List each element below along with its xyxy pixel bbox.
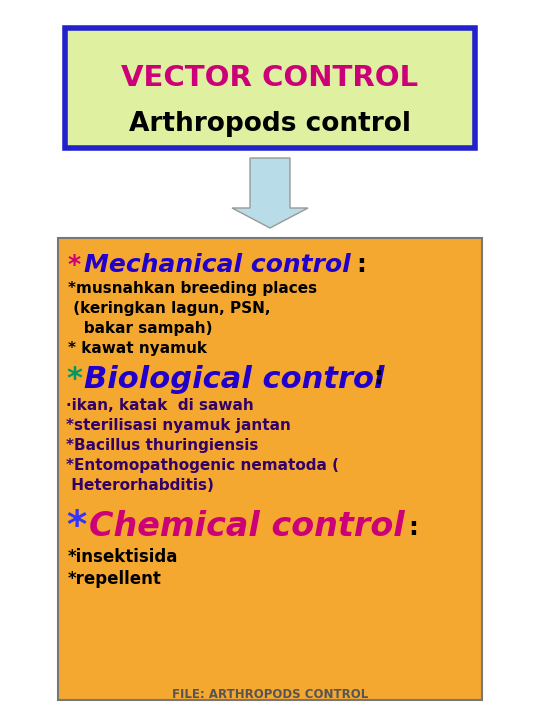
- Text: :: :: [408, 516, 418, 540]
- Text: *: *: [68, 253, 90, 277]
- Text: VECTOR CONTROL: VECTOR CONTROL: [122, 64, 418, 92]
- Text: * kawat nyamuk: * kawat nyamuk: [68, 341, 207, 356]
- Text: *sterilisasi nyamuk jantan: *sterilisasi nyamuk jantan: [66, 418, 291, 433]
- Text: *Entomopathogenic nematoda (: *Entomopathogenic nematoda (: [66, 458, 339, 473]
- FancyBboxPatch shape: [65, 28, 475, 148]
- Text: Arthropods control: Arthropods control: [129, 111, 411, 137]
- Text: FILE: ARTHROPODS CONTROL: FILE: ARTHROPODS CONTROL: [172, 688, 368, 701]
- Text: *insektisida: *insektisida: [68, 548, 178, 566]
- Text: Heterorhabditis): Heterorhabditis): [66, 478, 214, 493]
- Text: *repellent: *repellent: [68, 570, 162, 588]
- Text: :: :: [373, 365, 383, 389]
- Polygon shape: [232, 158, 308, 228]
- Text: *Bacillus thuringiensis: *Bacillus thuringiensis: [66, 438, 258, 453]
- FancyBboxPatch shape: [58, 238, 482, 700]
- Text: bakar sampah): bakar sampah): [68, 321, 213, 336]
- Text: *: *: [66, 508, 86, 546]
- Text: Chemical control: Chemical control: [89, 510, 405, 543]
- Text: :: :: [356, 253, 366, 277]
- Text: *musnahkan breeding places: *musnahkan breeding places: [68, 281, 317, 296]
- Text: *: *: [66, 365, 82, 394]
- Text: Biological control: Biological control: [84, 365, 384, 394]
- Text: (keringkan lagun, PSN,: (keringkan lagun, PSN,: [68, 301, 271, 316]
- Text: Mechanical control: Mechanical control: [84, 253, 351, 277]
- Text: ·ikan, katak  di sawah: ·ikan, katak di sawah: [66, 398, 254, 413]
